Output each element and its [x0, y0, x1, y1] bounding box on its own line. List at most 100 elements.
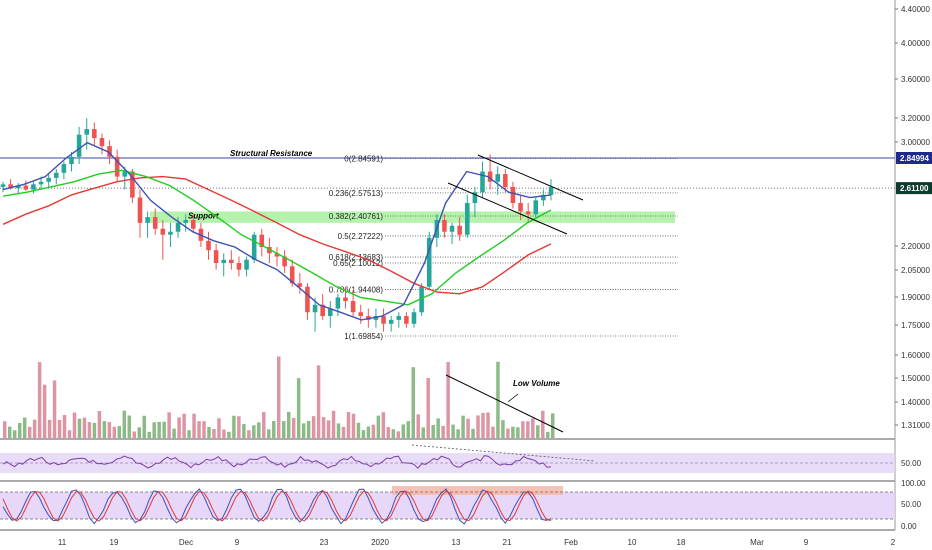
candle-body	[190, 219, 196, 229]
trendline-drawings[interactable]	[447, 154, 584, 235]
candle-body	[533, 200, 539, 215]
price-badge-bg	[896, 152, 932, 164]
volume-bar	[356, 422, 361, 438]
volume-bar	[471, 428, 475, 438]
volume-bar	[242, 424, 246, 438]
fibonacci-retracement[interactable]: 0(2.84591) 0.236(2.57513) 0.382(2.40761) 0.…	[329, 154, 678, 341]
fib-level-label: 1(1.69854)	[344, 332, 383, 341]
volume-bar	[371, 424, 376, 438]
candle	[221, 253, 227, 277]
volume-bar	[401, 424, 406, 438]
candle	[396, 312, 402, 328]
price-tick-label: 1.40000	[901, 398, 930, 407]
volume-bar	[52, 380, 57, 438]
volume-bar	[441, 425, 445, 438]
volume-bar	[536, 425, 540, 438]
time-tick-label: 23	[320, 538, 329, 547]
volume-bar	[262, 412, 266, 438]
candle-body	[548, 186, 554, 195]
candle	[145, 211, 150, 238]
candle	[175, 217, 181, 238]
time-tick-label: 2020	[371, 538, 389, 547]
candle	[23, 180, 29, 191]
price-axis[interactable]: 4.40000 4.00000 3.60000 3.20000 3.00000 2.200…	[895, 5, 932, 531]
volume-bar	[451, 424, 455, 438]
candle-body	[76, 134, 82, 157]
volume-bar	[546, 431, 550, 438]
fib-level-label: 0.5(2.27222)	[338, 232, 384, 241]
time-axis[interactable]: 11 19 Dec 9 23 2020 13 21 Feb 10 18 Mar 9 2	[58, 538, 896, 547]
price-badge[interactable]: 2.84994	[896, 152, 932, 164]
candle	[213, 243, 219, 270]
channel-upper-line[interactable]	[477, 154, 584, 201]
candle-body	[358, 312, 364, 317]
candle-body	[472, 192, 478, 204]
channel-lower-line[interactable]	[447, 182, 568, 235]
price-tick-label: 3.60000	[901, 75, 930, 84]
candle-body	[487, 171, 493, 182]
stoch-axis-label: 0.00	[901, 522, 917, 531]
support-zone[interactable]	[150, 211, 675, 223]
volume-bar	[481, 412, 485, 438]
volume-bar	[172, 428, 176, 438]
candle-body	[99, 138, 105, 147]
price-badge[interactable]: 2.61100	[896, 182, 932, 195]
price-badge-label: 2.84994	[900, 154, 929, 163]
volume-bar	[281, 421, 286, 438]
candlestick-series	[0, 118, 554, 332]
candle-body	[525, 211, 531, 215]
candle-body	[289, 266, 295, 284]
candle-body	[457, 225, 462, 235]
candle	[61, 161, 67, 180]
candle	[510, 181, 516, 209]
candle-body	[137, 197, 143, 223]
candle-body	[510, 186, 516, 204]
moving-average-line	[2, 141, 552, 321]
candle-body	[518, 203, 523, 212]
volume-bar	[127, 415, 132, 438]
candle-body	[23, 185, 29, 190]
volume-trendline[interactable]	[445, 374, 564, 433]
volume-bar	[162, 421, 166, 438]
candle-body	[480, 171, 485, 193]
volume-bar	[187, 430, 191, 438]
volume-bar	[321, 417, 326, 438]
candle-body	[267, 247, 272, 254]
candle	[404, 312, 409, 328]
price-tick-label: 4.00000	[901, 39, 930, 48]
volume-bar	[381, 412, 386, 438]
volume-bar	[17, 422, 22, 438]
volume-bar	[361, 430, 366, 438]
candle	[99, 133, 105, 155]
candle	[464, 194, 470, 238]
volume-bar	[232, 415, 236, 438]
candle	[541, 189, 546, 206]
volume-bar	[351, 413, 356, 438]
volume-bar	[27, 426, 32, 438]
candle-body	[449, 225, 455, 232]
volume-bar	[267, 429, 271, 438]
price-tick-label: 1.31000	[901, 421, 930, 430]
volume-bar	[147, 431, 151, 438]
volume-bar	[87, 422, 92, 438]
candle-body	[145, 217, 150, 223]
candle-body	[160, 228, 166, 235]
volume-bar	[436, 418, 440, 438]
fib-level-label: 0.65(2.10012)	[333, 259, 383, 268]
volume-bar	[341, 426, 346, 438]
volume-bar	[257, 422, 261, 438]
candle-body	[114, 156, 120, 177]
volume-bar	[57, 419, 62, 438]
volume-bar	[137, 427, 141, 438]
volume-bar	[252, 425, 256, 438]
volume-bar	[222, 429, 226, 438]
candle-body	[236, 263, 242, 270]
fib-level-label: 0.382(2.40761)	[329, 212, 384, 221]
volume-bar	[107, 422, 112, 438]
candle-body	[419, 286, 424, 313]
rsi-divergence-line[interactable]	[411, 444, 596, 462]
candle	[297, 272, 303, 294]
volume-bar	[506, 428, 510, 438]
overbought-zone[interactable]	[392, 486, 563, 495]
